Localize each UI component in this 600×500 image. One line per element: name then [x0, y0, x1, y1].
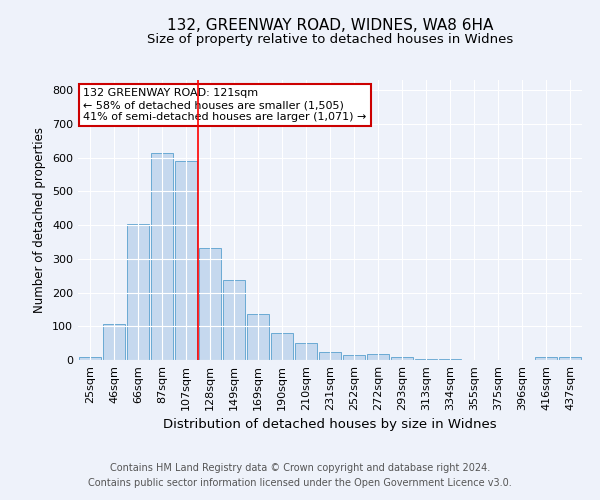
Bar: [127, 224, 149, 360]
Bar: [151, 153, 173, 360]
Text: 132 GREENWAY ROAD: 121sqm
← 58% of detached houses are smaller (1,505)
41% of se: 132 GREENWAY ROAD: 121sqm ← 58% of detac…: [83, 88, 367, 122]
Text: Contains HM Land Registry data © Crown copyright and database right 2024.
Contai: Contains HM Land Registry data © Crown c…: [88, 462, 512, 487]
Bar: [367, 354, 389, 360]
Bar: [559, 356, 581, 360]
Bar: [271, 334, 293, 360]
Bar: [343, 355, 365, 360]
Bar: [199, 248, 221, 360]
Bar: [223, 280, 245, 360]
Text: Size of property relative to detached houses in Widnes: Size of property relative to detached ho…: [147, 32, 513, 46]
Bar: [247, 314, 269, 360]
Bar: [175, 160, 197, 360]
Bar: [103, 324, 125, 360]
Bar: [79, 358, 101, 360]
Text: 132, GREENWAY ROAD, WIDNES, WA8 6HA: 132, GREENWAY ROAD, WIDNES, WA8 6HA: [167, 18, 493, 32]
Bar: [535, 357, 557, 360]
Bar: [415, 358, 437, 360]
Bar: [295, 343, 317, 360]
Bar: [391, 358, 413, 360]
X-axis label: Distribution of detached houses by size in Widnes: Distribution of detached houses by size …: [163, 418, 497, 432]
Y-axis label: Number of detached properties: Number of detached properties: [34, 127, 46, 313]
Bar: [319, 352, 341, 360]
